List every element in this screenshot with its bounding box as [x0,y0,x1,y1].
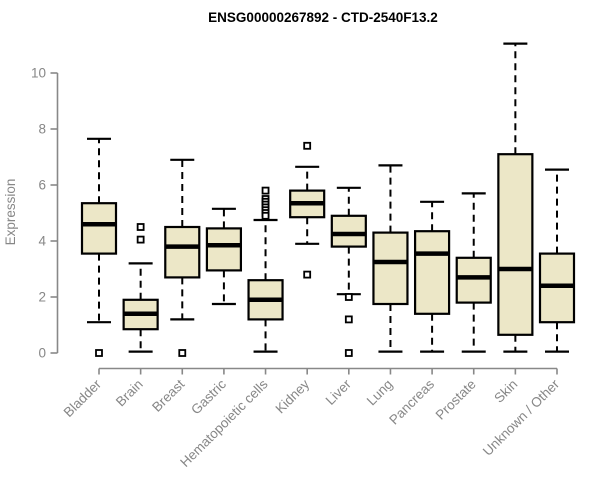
x-tick-label-kidney: Kidney [273,376,313,416]
x-tick-label-prostate: Prostate [433,377,479,423]
iqr-box [80,202,118,255]
boxplot-hematopoietic-cells [247,186,284,353]
x-tick-label-gastric: Gastric [188,376,229,417]
outlier-point [178,349,187,357]
x-tick-label-liver: Liver [323,376,355,408]
boxplot-lung [372,164,409,353]
outlier-point [303,141,312,150]
x-tick-label-pancreas: Pancreas [386,376,437,427]
boxplot-brain [122,223,159,353]
iqr-box [372,231,409,306]
boxplot-gastric [205,207,243,306]
y-tick-label: 4 [38,234,46,249]
outlier-point [261,186,270,195]
outlier-point [136,235,145,244]
x-tick-label-lung: Lung [364,377,396,409]
y-tick-label: 6 [38,178,46,193]
outlier-point [303,270,312,279]
y-tick-label: 0 [38,346,46,361]
iqr-box [455,256,492,304]
chart-title: ENSG00000267892 - CTD-2540F13.2 [208,10,438,25]
y-tick-label: 2 [38,290,46,305]
outlier-point [344,315,353,324]
x-tick-label-brain: Brain [113,377,146,410]
y-axis: 0 2 4 6 8 10 [31,66,59,361]
x-tick-label-skin: Skin [491,377,520,406]
iqr-box [497,153,534,336]
boxplot-bladder [80,137,118,357]
boxplot-liver [330,186,367,357]
y-axis-label: Expression [3,179,18,246]
boxplot-kidney [289,141,326,279]
y-tick-label: 8 [38,122,46,137]
outlier-point [344,293,353,301]
outlier-point [136,223,145,231]
outlier-point [344,349,353,357]
outlier-point [95,349,103,357]
x-tick-label-breast: Breast [149,376,187,414]
boxplot-breast [164,158,201,357]
x-tick-label-bladder: Bladder [61,376,105,420]
boxplot-pancreas [413,200,451,353]
outlier-point [261,211,270,220]
box-series [80,42,576,357]
boxplot-unknown-other [538,168,576,353]
iqr-box [164,225,201,279]
iqr-box [413,230,451,315]
iqr-box [205,227,243,272]
boxplot-skin [497,42,534,353]
y-tick-label: 10 [31,66,46,81]
iqr-box [330,214,367,248]
x-tick-label-unknown-other: Unknown / Other [480,376,563,459]
boxplot-prostate [455,192,492,353]
